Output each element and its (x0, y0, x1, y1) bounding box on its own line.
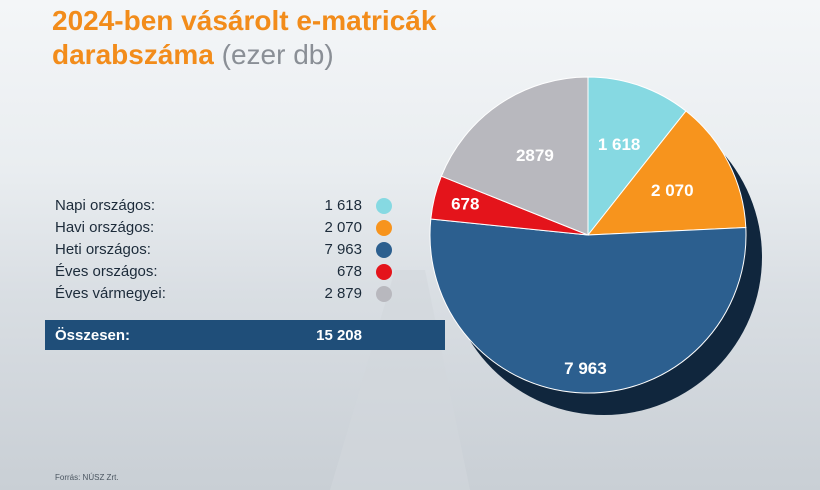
slice-label: 7 963 (564, 359, 607, 378)
legend-label: Napi országos: (55, 197, 155, 214)
legend-value: 7 963 (324, 241, 362, 258)
legend-swatch (376, 220, 392, 236)
pie-slice (586, 110, 747, 236)
slice-label: 2879 (516, 146, 554, 165)
pie-slice (429, 218, 747, 394)
legend-value: 2 879 (324, 285, 362, 302)
chart-title-2: darabszáma (52, 39, 214, 70)
pie-slice (440, 76, 589, 236)
slice-label: 1 618 (598, 135, 641, 154)
slice-label: 2 070 (651, 181, 694, 200)
legend-value: 1 618 (324, 197, 362, 214)
slice-label: 678 (451, 194, 479, 213)
legend-label: Éves országos: (55, 263, 158, 280)
legend-label: Havi országos: (55, 219, 154, 236)
legend-swatch (376, 242, 392, 258)
legend-value: 678 (337, 263, 362, 280)
legend-swatch (376, 198, 392, 214)
total-bar (45, 320, 445, 350)
legend-swatch (376, 264, 392, 280)
legend-label: Heti országos: (55, 241, 151, 258)
chart-title: 2024-ben vásárolt e-matricák (52, 5, 437, 36)
legend-swatch (376, 286, 392, 302)
title-block: 2024-ben vásárolt e-matricák darabszáma … (52, 4, 436, 72)
total-label: Összesen: (55, 327, 130, 344)
pie-slice (587, 76, 687, 237)
legend-label: Éves vármegyei: (55, 285, 166, 302)
total-value: 15 208 (316, 327, 362, 344)
legend-value: 2 070 (324, 219, 362, 236)
source: Forrás: NÚSZ Zrt. (55, 473, 119, 482)
title-line: darabszáma (ezer db) (52, 38, 436, 72)
unit: (ezer db) (221, 39, 334, 70)
